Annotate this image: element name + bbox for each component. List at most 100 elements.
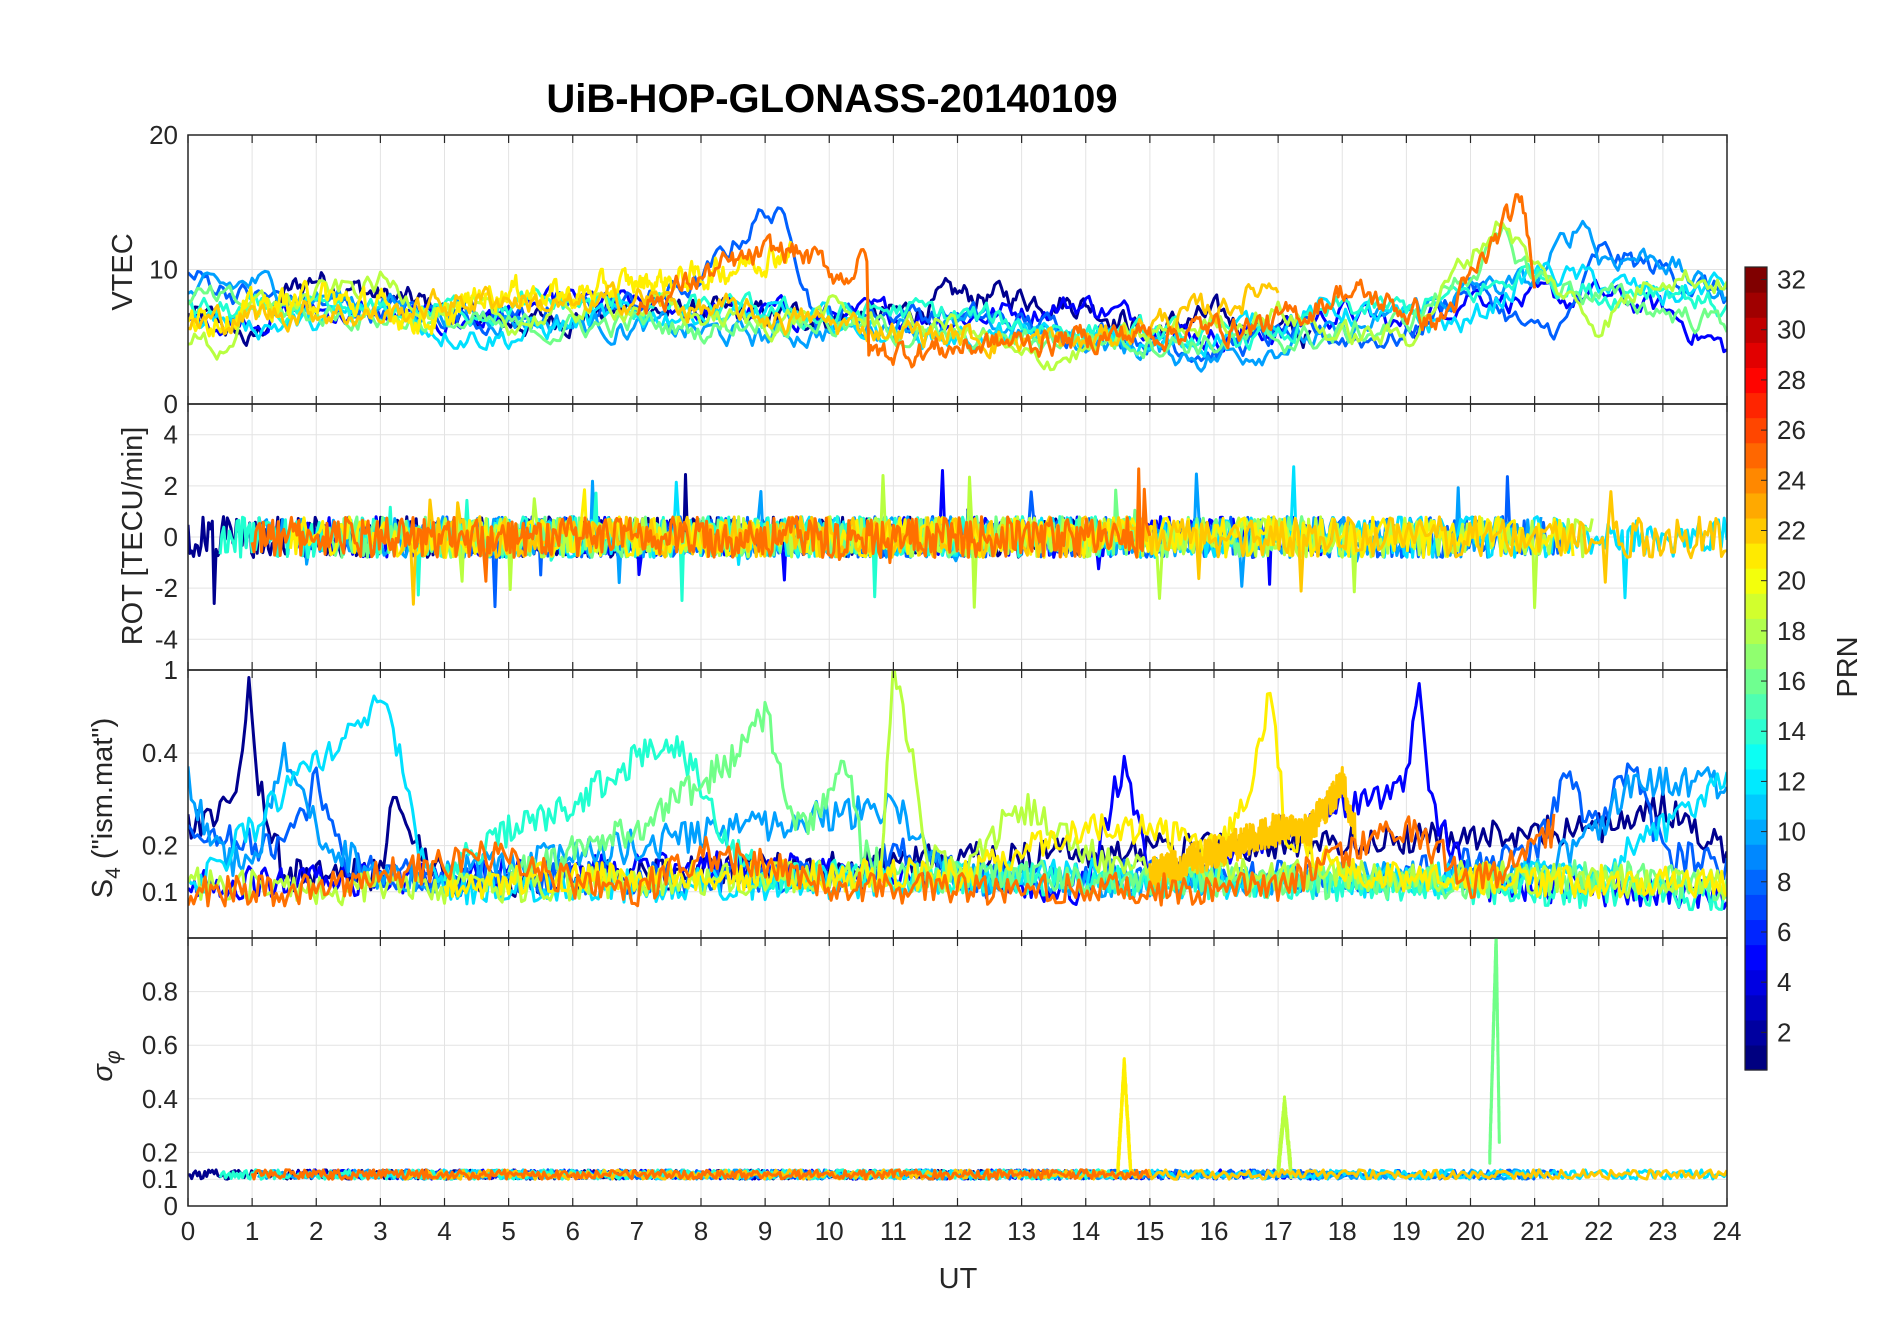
colorbar-band bbox=[1745, 593, 1767, 619]
colorbar-tick-label: 30 bbox=[1777, 315, 1806, 345]
colorbar-band bbox=[1745, 1044, 1767, 1071]
sigma-ytick-label: 0.1 bbox=[142, 1164, 178, 1194]
colorbar-band bbox=[1745, 718, 1767, 745]
colorbar-label: PRN bbox=[1832, 636, 1864, 697]
rot-series-prn24 bbox=[250, 467, 1152, 583]
colorbar-band bbox=[1745, 342, 1767, 368]
colorbar-band bbox=[1745, 267, 1767, 293]
colorbar-band bbox=[1745, 292, 1767, 318]
vtec-series-prn21 bbox=[188, 281, 1280, 360]
colorbar-tick-label: 26 bbox=[1777, 415, 1806, 445]
rot-panel: -4 -2 0 2 4 bbox=[155, 403, 1728, 671]
colorbar-band bbox=[1745, 317, 1767, 343]
x-tick-label: 18 bbox=[1328, 1216, 1357, 1246]
rot-ytick-label: 2 bbox=[164, 471, 178, 501]
chart-title: UiB-HOP-GLONASS-20140109 bbox=[546, 77, 1117, 121]
colorbar-band bbox=[1745, 869, 1767, 895]
x-tick-label: 23 bbox=[1648, 1216, 1677, 1246]
s4-series-prn20 bbox=[443, 691, 1727, 900]
s4-ytick-label: 0.1 bbox=[142, 877, 178, 907]
x-tick-label: 24 bbox=[1713, 1216, 1742, 1246]
colorbar-band bbox=[1745, 919, 1767, 946]
x-tick-label: 2 bbox=[309, 1216, 323, 1246]
sigma-series-prn24 bbox=[250, 1168, 1151, 1181]
s4-series-prn21 bbox=[1148, 766, 1357, 890]
rot-ytick-label: 4 bbox=[164, 420, 178, 450]
x-tick-label: 10 bbox=[815, 1216, 844, 1246]
x-tick-label: 11 bbox=[880, 1216, 907, 1246]
colorbar-band bbox=[1745, 743, 1767, 770]
colorbar-tick-label: 14 bbox=[1777, 716, 1806, 746]
vtec-panel: 0 10 20 bbox=[149, 120, 1728, 419]
colorbar-band bbox=[1745, 417, 1767, 444]
vtec-series-prn20 bbox=[188, 240, 793, 338]
vtec-ytick-label: 0 bbox=[164, 389, 178, 419]
colorbar-band bbox=[1745, 793, 1767, 820]
vtec-ytick-label: 10 bbox=[149, 255, 178, 285]
colorbar-band bbox=[1745, 467, 1767, 494]
colorbar-band bbox=[1745, 367, 1767, 394]
sigma-series-prn20 bbox=[1116, 1057, 1133, 1177]
x-tick-label: 16 bbox=[1200, 1216, 1229, 1246]
colorbar-band bbox=[1745, 693, 1767, 720]
s4-ytick-label: 0.4 bbox=[142, 738, 178, 768]
x-tick-label: 22 bbox=[1584, 1216, 1613, 1246]
sigma-panel: 00.10.20.40.60.80 1 2 3 4 5 6 7 8 9 10 11 12 13 14 15 16… bbox=[142, 937, 1742, 1246]
rot-ytick-label: 0 bbox=[164, 522, 178, 552]
x-tick-label: 15 bbox=[1135, 1216, 1164, 1246]
rot-ytick-label: -2 bbox=[155, 573, 178, 603]
vtec-ytick-label: 20 bbox=[149, 120, 178, 150]
colorbar-tick-label: 32 bbox=[1777, 265, 1806, 295]
colorbar-tick-label: 28 bbox=[1777, 365, 1806, 395]
colorbar-frame bbox=[1744, 266, 1768, 1071]
colorbar-band bbox=[1745, 442, 1767, 469]
colorbar-band bbox=[1745, 819, 1767, 845]
sigma-ytick-label: 0.2 bbox=[142, 1137, 178, 1167]
colorbar-tick-label: 8 bbox=[1777, 867, 1791, 897]
s4-series-prn24 bbox=[188, 813, 1556, 908]
colorbar-band bbox=[1745, 668, 1767, 695]
sigma-series-prn18 bbox=[1276, 1095, 1293, 1180]
vtec-ylabel: VTEC bbox=[107, 233, 139, 310]
colorbar-tick-label: 16 bbox=[1777, 666, 1806, 696]
colorbar-band bbox=[1745, 392, 1767, 419]
colorbar-band bbox=[1745, 568, 1767, 594]
colorbar-band bbox=[1745, 844, 1767, 870]
x-tick-label: 8 bbox=[694, 1216, 708, 1246]
x-tick-label: 4 bbox=[437, 1216, 451, 1246]
x-tick-label: 19 bbox=[1392, 1216, 1421, 1246]
sigma-ytick-label: 0.6 bbox=[142, 1030, 178, 1060]
colorbar-band bbox=[1745, 969, 1767, 996]
s4-ylabel: S4 ("ism.mat") bbox=[87, 718, 125, 899]
x-tick-label: 5 bbox=[501, 1216, 515, 1246]
colorbar-band bbox=[1745, 768, 1767, 795]
sigma-series-prn16 bbox=[1488, 938, 1501, 1165]
x-tick-label: 6 bbox=[566, 1216, 580, 1246]
vtec-series-prn24 bbox=[635, 193, 1537, 369]
x-tick-label: 1 bbox=[245, 1216, 259, 1246]
x-tick-label: 21 bbox=[1520, 1216, 1549, 1246]
colorbar-tick-label: 20 bbox=[1777, 566, 1806, 596]
x-tick-label: 13 bbox=[1007, 1216, 1036, 1246]
x-tick-label: 9 bbox=[758, 1216, 772, 1246]
colorbar-band bbox=[1745, 643, 1767, 670]
s4-ytick-label: 0.2 bbox=[142, 831, 178, 861]
colorbar-tick-label: 6 bbox=[1777, 917, 1791, 947]
colorbar-band bbox=[1745, 492, 1767, 519]
sigma-ytick-label: 0.4 bbox=[142, 1084, 178, 1114]
rot-ylabel: ROT [TECU/min] bbox=[117, 427, 149, 646]
colorbar-band bbox=[1745, 994, 1767, 1021]
rot-ytick-label: -4 bbox=[155, 624, 178, 654]
colorbar-band bbox=[1745, 894, 1767, 921]
sigma-ytick-label: 0 bbox=[164, 1191, 178, 1221]
colorbar-tick-label: 24 bbox=[1777, 465, 1806, 495]
x-tick-label: 14 bbox=[1071, 1216, 1100, 1246]
sigma-ylabel: σφ bbox=[87, 1050, 125, 1082]
sigma-ytick-label: 0.8 bbox=[142, 977, 178, 1007]
colorbar-band bbox=[1745, 618, 1767, 645]
x-tick-label: 12 bbox=[943, 1216, 972, 1246]
colorbar-tick-label: 12 bbox=[1777, 766, 1806, 796]
colorbar-band bbox=[1745, 517, 1767, 544]
